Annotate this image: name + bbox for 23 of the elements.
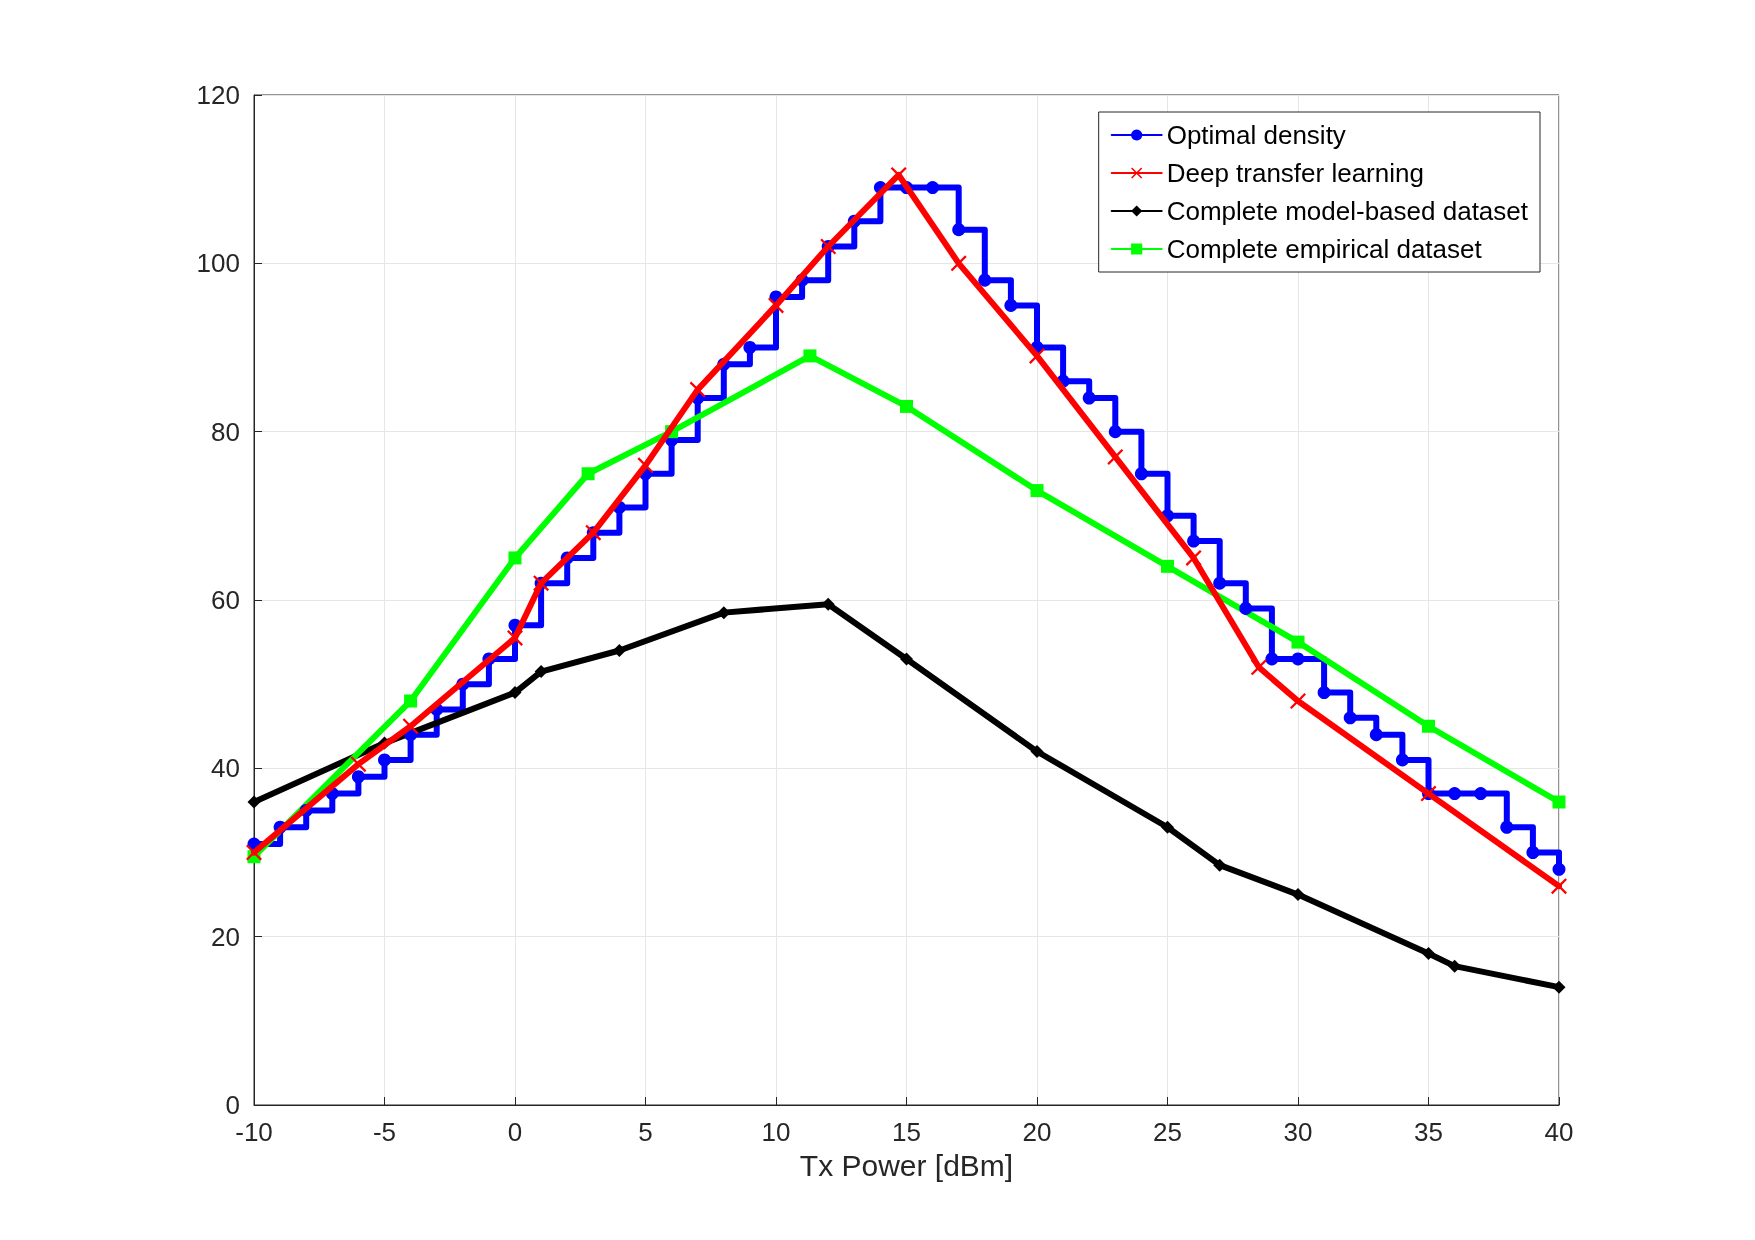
x-tick-label: 15 bbox=[892, 1117, 921, 1147]
y-tick-label: 100 bbox=[196, 248, 240, 279]
x-tick-label: -10 bbox=[235, 1117, 273, 1147]
legend-label: Complete model-based dataset bbox=[1166, 196, 1529, 226]
x-tick-label: 10 bbox=[761, 1117, 791, 1147]
x-tick-label: -5 bbox=[372, 1117, 397, 1147]
x-tick-label: 35 bbox=[1414, 1117, 1443, 1147]
x-tick-label: 40 bbox=[1544, 1117, 1574, 1147]
x-tick-label: 5 bbox=[638, 1117, 653, 1147]
x-tick-label: 0 bbox=[507, 1117, 523, 1147]
y-tick-label: 80 bbox=[211, 416, 240, 447]
legend-label: Complete empirical dataset bbox=[1166, 234, 1483, 264]
y-tick-label: 0 bbox=[225, 1090, 240, 1120]
x-tick-label: 20 bbox=[1022, 1117, 1052, 1147]
y-tick-label: 40 bbox=[211, 753, 240, 784]
x-tick-label: 25 bbox=[1153, 1117, 1182, 1147]
y-tick-label: 60 bbox=[211, 585, 240, 615]
y-tick-label: 20 bbox=[211, 921, 240, 952]
legend-label: Deep transfer learning bbox=[1166, 158, 1424, 188]
x-tick-label: 30 bbox=[1283, 1117, 1313, 1147]
x-axis-title: Tx Power [dBm] bbox=[799, 1148, 1014, 1182]
legend-label: Optimal density bbox=[1166, 120, 1346, 150]
y-tick-label: 120 bbox=[196, 80, 240, 110]
